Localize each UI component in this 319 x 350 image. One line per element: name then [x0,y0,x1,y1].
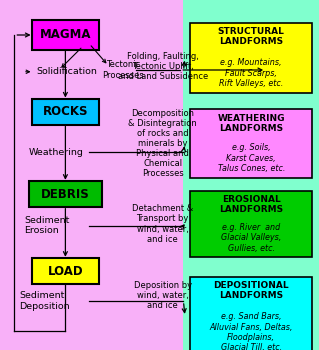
Text: LOAD: LOAD [48,265,83,278]
FancyBboxPatch shape [190,276,313,350]
Text: Solidification: Solidification [37,67,98,76]
FancyBboxPatch shape [190,109,313,178]
Text: Sediment
Erosion: Sediment Erosion [24,216,69,236]
Text: MAGMA: MAGMA [40,28,91,42]
Text: Deposition by
wind, water,
and ice: Deposition by wind, water, and ice [134,281,192,310]
FancyBboxPatch shape [190,23,313,93]
Text: ROCKS: ROCKS [43,105,88,119]
Bar [0,0,183,350]
Text: STRUCTURAL
LANDFORMS: STRUCTURAL LANDFORMS [218,27,285,46]
Text: e.g. Mountains,
Fault Scarps,
Rift Valleys, etc.: e.g. Mountains, Fault Scarps, Rift Valle… [219,58,283,88]
FancyBboxPatch shape [190,191,313,257]
Text: e.g. Soils,
Karst Caves,
Talus Cones, etc.: e.g. Soils, Karst Caves, Talus Cones, et… [218,143,285,173]
Text: Decomposition
& Disintegration
of rocks and
minerals by
Physical and
Chemical
Pr: Decomposition & Disintegration of rocks … [128,109,197,178]
Text: DEPOSITIONAL
LANDFORMS: DEPOSITIONAL LANDFORMS [213,281,289,300]
Text: Folding, Faulting,
Tectonic Uplift,
and Land Subsidence: Folding, Faulting, Tectonic Uplift, and … [118,52,208,81]
Text: WEATHERING
LANDFORMS: WEATHERING LANDFORMS [218,114,285,133]
Text: e.g. River  and
Glacial Valleys,
Gullies, etc.: e.g. River and Glacial Valleys, Gullies,… [221,223,281,253]
Text: Detachment &
Transport by
wind, water,
and ice: Detachment & Transport by wind, water, a… [132,204,193,244]
FancyBboxPatch shape [32,258,99,284]
FancyBboxPatch shape [29,181,102,207]
FancyBboxPatch shape [32,99,99,125]
Text: EROSIONAL
LANDFORMS: EROSIONAL LANDFORMS [219,195,283,214]
Bar [183,0,319,350]
Text: e.g. Sand Bars,
Alluvial Fans, Deltas,
Floodplains,
Glacial Till, etc.: e.g. Sand Bars, Alluvial Fans, Deltas, F… [210,312,293,350]
Text: Weathering: Weathering [29,148,84,157]
Text: Tectonic
Processes: Tectonic Processes [102,61,144,79]
FancyBboxPatch shape [32,20,99,50]
Text: Sediment
Deposition: Sediment Deposition [19,291,70,311]
Text: DEBRIS: DEBRIS [41,188,90,201]
